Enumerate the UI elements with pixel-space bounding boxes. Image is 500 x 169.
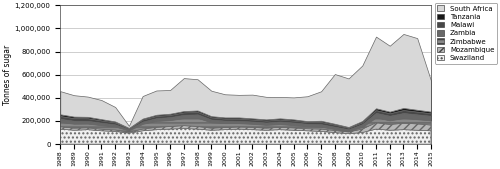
Y-axis label: Tonnes of sugar: Tonnes of sugar — [3, 45, 12, 105]
Legend: South Africa, Tanzania, Malawi, Zambia, Zimbabwe, Mozambique, Swaziland: South Africa, Tanzania, Malawi, Zambia, … — [434, 3, 497, 64]
